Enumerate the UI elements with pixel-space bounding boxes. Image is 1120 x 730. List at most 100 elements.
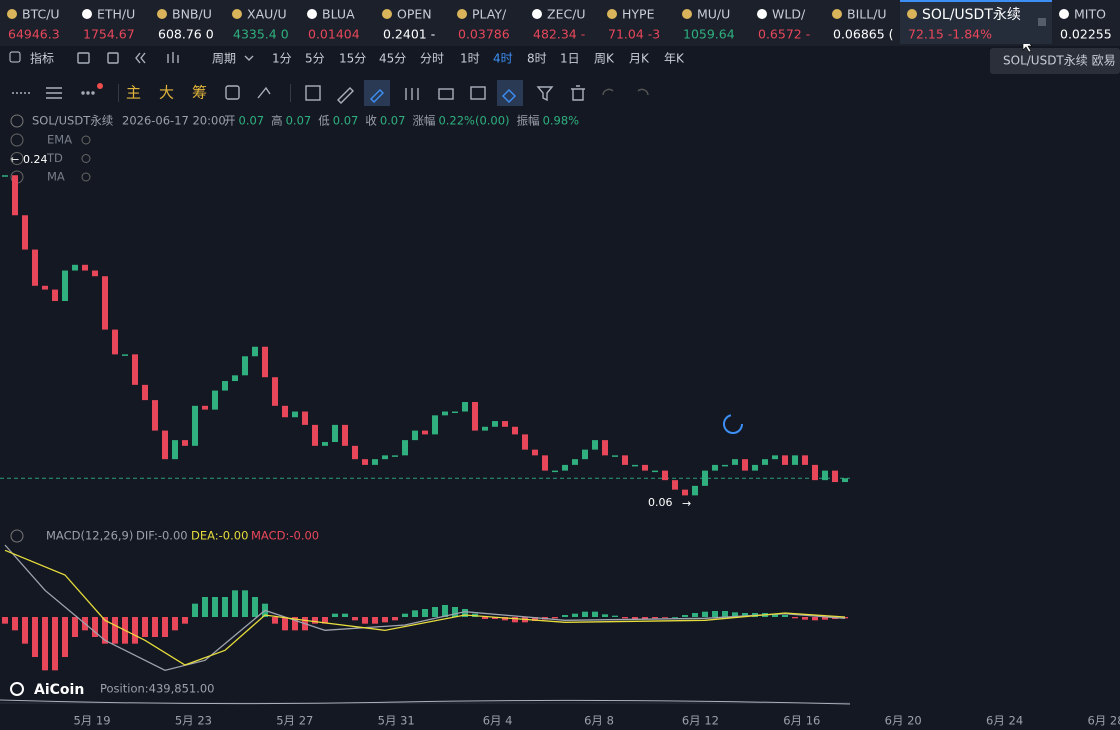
tab-name[interactable]: ETH/U [97,7,135,22]
visibility-icon [81,135,91,145]
candle [762,459,768,465]
macd-bar [32,617,38,657]
tab-icon [232,9,242,19]
tab-name[interactable]: BNB/U [172,7,212,22]
tab-name[interactable]: ZEC/U [547,7,586,22]
macd-bar [402,613,408,617]
candle [572,459,578,465]
tool-button[interactable]: 大 [159,84,174,102]
indicator-name[interactable]: TD [46,151,63,165]
candle [642,464,648,471]
candle [602,440,608,456]
candle [592,440,598,450]
tab-name[interactable]: BLUA [322,7,355,22]
candle [552,470,558,473]
arrow: → [682,497,691,510]
macd-bar [462,609,468,617]
macd-bar [622,617,628,619]
position: Position:439,851.00 [100,682,215,696]
tab-name[interactable]: BILL/U [847,7,887,22]
candle [232,375,238,382]
tab-name[interactable]: SOL/USDT永续 [922,6,1021,23]
tab-name[interactable]: BTC/U [22,7,60,22]
candle [562,464,568,471]
macd-bar [742,613,748,617]
candle [352,445,358,460]
tab-name[interactable]: MU/U [697,7,730,22]
candle [112,329,118,355]
candle [682,489,688,496]
x-label: 6月 4 [483,714,513,728]
interval-button[interactable]: 年K [664,52,685,66]
macd-bar [192,603,198,617]
tab-name[interactable]: HYPE [622,7,655,22]
macd-bar [582,611,588,617]
tab-name[interactable]: XAU/U [247,7,287,22]
tool-button[interactable]: 主 [126,84,141,102]
candle [482,426,488,431]
indicator-icon [9,51,21,63]
x-label: 6月 28 [1087,714,1120,728]
macd-bar [532,617,538,621]
macd-value: MACD:-0.00 [251,529,319,543]
tab-price: 0.03786 [458,27,510,42]
candle [262,346,268,378]
candle [772,455,778,460]
arrow: ← [10,153,19,166]
ohlc-label: 收 [365,114,377,128]
macd-bar [552,617,558,619]
high-marker: 0.24 [23,153,48,166]
macd-bar [292,617,298,631]
tab-icon [682,9,692,19]
tab-name[interactable]: PLAY/ [472,7,507,22]
macd-bar [682,615,688,617]
ohlc-label: 涨幅 [412,114,435,128]
macd-bar [202,597,208,617]
low-marker: 0.06 [648,496,673,509]
macd-bar [2,617,8,624]
collapse-icon [10,114,24,128]
interval-button[interactable]: 周K [594,52,615,66]
tab-price: 1754.67 [83,27,135,42]
candle [832,470,838,483]
interval-button[interactable]: 月K [629,52,650,66]
macd-bar [172,617,178,631]
candle [142,384,148,401]
tab-price: 0.2401 - [383,27,435,42]
interval-button[interactable]: 15分 [339,52,366,66]
interval-button[interactable]: 分时 [420,52,444,66]
indicator-name[interactable]: EMA [47,133,72,147]
tab-icon [832,9,842,19]
tab-close [1038,18,1046,26]
tab-name[interactable]: WLD/ [772,7,806,22]
candle [662,470,668,481]
interval-button[interactable]: 8时 [527,52,547,66]
x-label: 6月 24 [986,714,1023,728]
tab-icon [157,9,167,19]
macd-title: MACD(12,26,9) [46,529,133,543]
candle [792,455,798,465]
indicator-button[interactable]: 指标 [30,51,54,66]
tab-price: 4335.4 0 [233,27,289,42]
candle [62,270,68,302]
macd-bar [612,615,618,617]
symbol: SOL/USDT永续 [32,114,113,128]
interval-button[interactable]: 1分 [272,52,292,66]
macd-bar [52,617,58,671]
indicator-name[interactable]: MA [47,170,65,184]
period-button[interactable]: 周期 [212,52,236,66]
candle [392,455,398,457]
position-line [0,699,851,705]
interval-button[interactable]: 1日 [560,52,580,66]
tool-button[interactable]: 筹 [192,84,207,102]
tab-name[interactable]: OPEN [397,7,432,22]
candle [702,470,708,486]
interval-button[interactable]: 1时 [460,52,480,66]
tab-name[interactable]: MITO [1074,7,1106,22]
interval-button[interactable]: 5分 [305,52,325,66]
interval-button[interactable]: 45分 [379,52,406,66]
interval-button[interactable]: 4时 [493,52,513,66]
macd-bar [512,617,518,623]
macd-bar [312,617,318,624]
